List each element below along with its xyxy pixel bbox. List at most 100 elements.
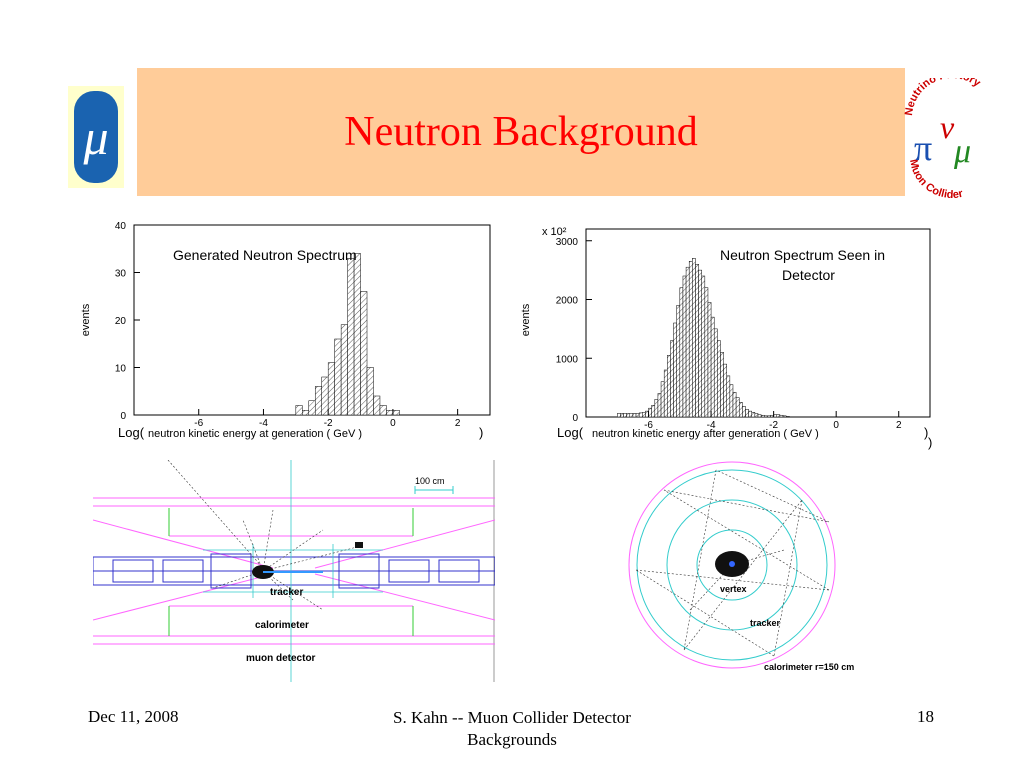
histogram-bar (302, 410, 310, 416)
histogram-bar (629, 413, 634, 418)
detector-side-view: 100 cm tracker calorimeter muon detector (93, 460, 495, 682)
histogram-bar (698, 269, 702, 418)
histogram-bar (670, 340, 674, 418)
y-axis-label: events (520, 303, 532, 336)
histogram-bar (638, 412, 643, 418)
y-tick-label: 0 (120, 411, 126, 422)
histogram-bar (707, 302, 712, 418)
histogram-bar (347, 258, 355, 416)
histogram-bar (623, 413, 627, 418)
title-bar (137, 68, 905, 196)
histogram-bar (713, 328, 718, 418)
footer-date: Dec 11, 2008 (88, 707, 179, 726)
histogram-bar (767, 415, 771, 418)
secondary-cluster (355, 542, 363, 548)
label-muon-detector: muon detector (246, 653, 316, 664)
x-tick-label: 0 (390, 418, 396, 429)
neutrino-factory-logo: Neutrino Factory Muon Collider π ν μ (903, 78, 983, 198)
neutron-tracks-end (635, 469, 830, 657)
label-tracker-end: tracker (750, 618, 781, 628)
y-axis-label: events (80, 303, 92, 336)
histogram-bar (748, 410, 752, 418)
histogram-bar (682, 275, 687, 418)
histogram-bar (751, 412, 756, 418)
histogram-bar (635, 413, 640, 418)
histogram-bar (353, 253, 361, 416)
footer-center-line1: S. Kahn -- Muon Collider Detector (393, 708, 631, 727)
histogram-bar (321, 376, 329, 416)
footer-center-line2: Backgrounds (467, 730, 557, 749)
y-tick-label: 30 (115, 269, 127, 280)
histogram-bar (688, 261, 693, 418)
histogram-bar (660, 381, 665, 418)
histogram-bar (308, 400, 316, 416)
histogram-bar (754, 413, 759, 418)
histogram-bar (626, 413, 631, 418)
histogram-bar (632, 413, 637, 418)
histogram-bar (732, 392, 737, 418)
histogram-bar (779, 414, 784, 418)
histogram-bar (738, 402, 743, 418)
calorimeter-circle (628, 461, 836, 669)
histogram-bar (314, 386, 322, 416)
y-tick-label: 1000 (556, 354, 579, 365)
vertex-point (729, 561, 735, 567)
histogram-bar (729, 384, 734, 418)
histogram-bar (295, 405, 303, 416)
y-tick-label: 40 (115, 221, 127, 232)
histogram-bar (676, 305, 681, 418)
histogram-bar (340, 324, 348, 416)
histogram-bar (679, 287, 684, 418)
histogram-bar (764, 415, 768, 418)
histogram-bar (379, 405, 387, 416)
histogram-bar (785, 416, 790, 418)
histogram-bar (663, 369, 668, 418)
y-multiplier: x 10² (542, 226, 567, 238)
histogram-bar (327, 362, 335, 416)
x-axis-suffix: ) (924, 425, 928, 440)
histogram-bar (334, 338, 342, 416)
histogram-title-line1: Neutron Spectrum Seen in (720, 247, 885, 263)
histogram-bar (392, 410, 400, 416)
x-tick-label: 2 (896, 420, 902, 431)
histogram-bar (620, 413, 624, 418)
histogram-bar (617, 413, 621, 418)
x-tick-label: -4 (259, 418, 268, 429)
histogram-bar (667, 355, 671, 418)
histogram-bar (373, 395, 381, 416)
y-tick-label: 20 (115, 316, 127, 327)
histogram-bar (710, 316, 715, 418)
histogram-bar (360, 291, 368, 416)
y-tick-label: 3000 (556, 237, 579, 248)
histogram-bar (717, 340, 721, 418)
histogram-bar (723, 363, 727, 418)
histogram-bar (726, 375, 731, 418)
histogram-title: Generated Neutron Spectrum (173, 247, 357, 263)
histogram-bar (757, 414, 762, 418)
x-axis-label: neutron kinetic energy at generation ( G… (148, 428, 362, 440)
histogram-bar (760, 414, 765, 418)
y-tick-label: 2000 (556, 296, 579, 307)
logo-pi-glyph: π (914, 128, 932, 168)
label-calorimeter-end: calorimeter r=150 cm (764, 662, 854, 672)
label-vertex: vertex (720, 584, 747, 594)
calorimeter-outline (168, 508, 414, 636)
histogram-bar (742, 406, 746, 418)
x-tick-label: 2 (455, 418, 461, 429)
x-axis-label: neutron kinetic energy after generation … (592, 428, 819, 440)
logo-mu-glyph: μ (953, 133, 971, 170)
histogram-bar (386, 410, 394, 416)
histogram-bar (654, 399, 659, 418)
logo-nu-glyph: ν (940, 109, 955, 145)
x-tick-label: 0 (833, 420, 839, 431)
mu-logo-symbol: μ (74, 91, 118, 183)
histogram-bar (720, 352, 724, 418)
tracker-inner-circle (696, 529, 768, 601)
histogram-title-line2: Detector (782, 267, 835, 283)
x-tick-label: -4 (707, 420, 716, 431)
footer-page-number: 18 (917, 707, 934, 726)
histogram-detector-spectrum: -6 -4 -2 0 2 0 1000 2000 3000 x 10² Neutron Spec… (520, 226, 932, 450)
x-axis-suffix: ) (479, 425, 483, 440)
tracker-outer-circle (636, 469, 828, 661)
